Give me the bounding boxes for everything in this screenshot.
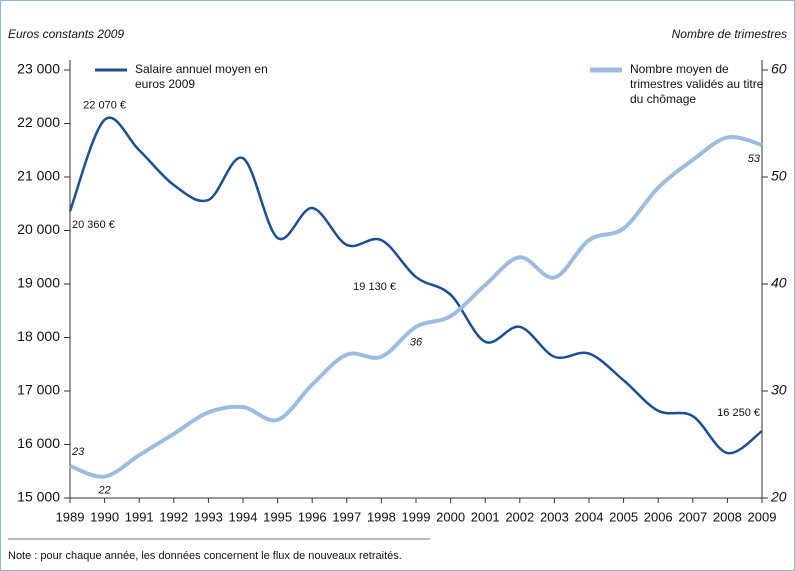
- x-tick-label: 1990: [90, 509, 119, 524]
- value-label: 19 130 €: [353, 281, 396, 293]
- y2-tick-label: 40: [771, 275, 787, 291]
- y-tick-label: 21 000: [17, 168, 60, 184]
- y-tick-label: 17 000: [17, 382, 60, 398]
- x-tick-label: 2007: [678, 509, 707, 524]
- y-tick-label: 16 000: [17, 435, 60, 451]
- x-tick-label: 2006: [644, 509, 673, 524]
- y-tick-label: 22 000: [17, 114, 60, 130]
- x-tick-label: 1996: [298, 509, 327, 524]
- x-tick-label: 2000: [436, 509, 465, 524]
- x-tick-label: 2004: [575, 509, 604, 524]
- legend-label: Nombre moyen de trimestres validés au ti…: [630, 62, 764, 106]
- value-label: 22 070 €: [83, 100, 126, 112]
- x-tick-label: 1998: [367, 509, 396, 524]
- x-tick-label: 2003: [540, 509, 569, 524]
- y-tick-label: 23 000: [17, 61, 60, 77]
- x-tick-label: 1992: [159, 509, 188, 524]
- y-tick-label: 15 000: [17, 489, 60, 505]
- x-tick-label: 1997: [332, 509, 361, 524]
- y2-axis-label: Nombre de trimestres: [672, 27, 787, 41]
- x-tick-label: 1993: [194, 509, 223, 524]
- x-tick-label: 1989: [56, 509, 85, 524]
- y-tick-label: 20 000: [17, 221, 60, 237]
- y-tick-label: 18 000: [17, 328, 60, 344]
- series-line: [69, 134, 763, 479]
- x-tick-label: 1999: [402, 509, 431, 524]
- legend-label: Salaire annuel moyen en euros 2009: [135, 62, 268, 91]
- x-tick-label: 2002: [505, 509, 534, 524]
- x-tick-label: 2009: [748, 509, 777, 524]
- x-tick-label: 1995: [263, 509, 292, 524]
- y-axis-label: Euros constants 2009: [8, 27, 124, 41]
- series-line: [68, 116, 763, 455]
- x-tick-label: 1991: [125, 509, 154, 524]
- y2-tick-label: 50: [771, 168, 787, 184]
- x-tick-label: 1994: [229, 509, 258, 524]
- x-tick-label: 2008: [713, 509, 742, 524]
- value-label: 36: [410, 337, 423, 349]
- x-tick-label: 2005: [609, 509, 638, 524]
- x-tick-label: 2001: [471, 509, 500, 524]
- y-tick-label: 19 000: [17, 275, 60, 291]
- y2-tick-label: 60: [771, 61, 787, 77]
- value-label: 16 250 €: [717, 407, 760, 419]
- note: Note : pour chaque année, les données co…: [8, 550, 402, 562]
- value-label: 23: [71, 446, 85, 458]
- value-label: 20 360 €: [72, 219, 115, 231]
- y2-tick-label: 20: [770, 489, 787, 505]
- value-label: 53: [748, 153, 761, 165]
- value-label: 22: [97, 485, 110, 497]
- y2-tick-label: 30: [771, 382, 787, 398]
